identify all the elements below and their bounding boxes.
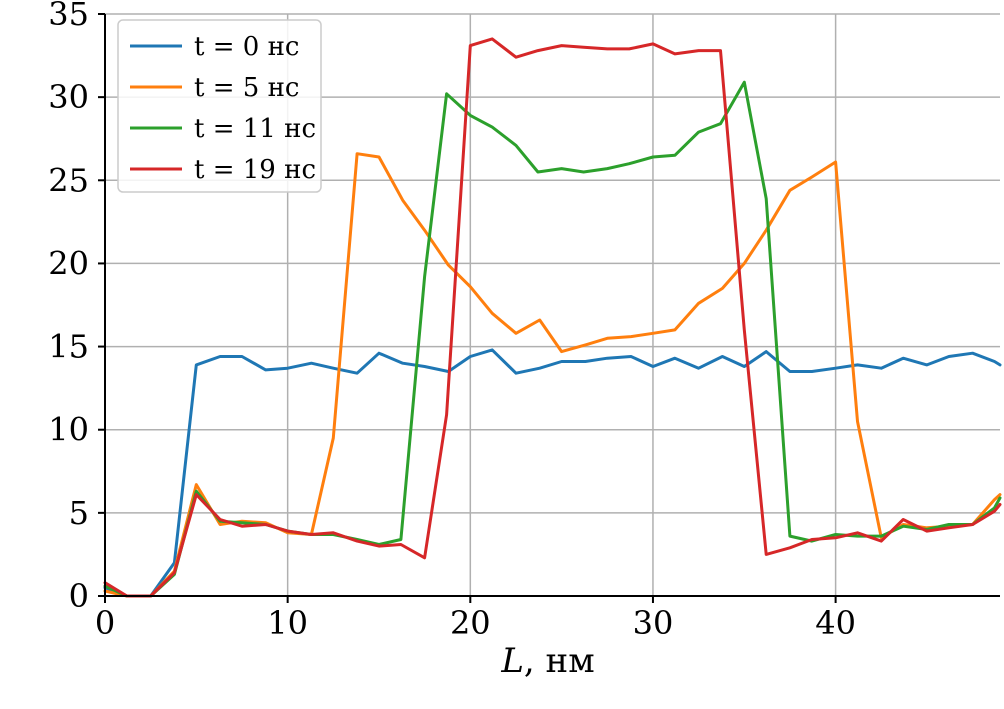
y-tick-label: 0 <box>69 577 89 615</box>
y-tick-label: 30 <box>48 78 89 116</box>
series-line-1 <box>103 152 1002 598</box>
y-tick-label: 35 <box>48 0 89 33</box>
series-lines <box>103 37 1002 598</box>
x-tick-label: 40 <box>815 604 856 642</box>
x-axis-label: L, нм <box>500 641 594 681</box>
legend-label-2: t = 11 нс <box>194 114 316 144</box>
legend: t = 0 нс t = 5 нс t = 11 нс t = 19 нс <box>117 19 322 193</box>
legend-label-3: t = 19 нс <box>194 155 316 185</box>
series-line-3 <box>103 37 1002 598</box>
y-tick-label: 10 <box>48 411 89 449</box>
x-axis-label-unit: , нм <box>524 641 595 681</box>
series-line-0 <box>103 348 1002 598</box>
y-tick-label: 15 <box>48 328 89 366</box>
y-ticks: 0 5 10 15 20 25 30 35 <box>48 0 105 615</box>
axes <box>104 14 1000 597</box>
legend-label-1: t = 5 нс <box>194 73 299 103</box>
x-tick-label: 20 <box>450 604 491 642</box>
legend-label-0: t = 0 нс <box>194 32 299 62</box>
x-tick-label: 0 <box>95 604 115 642</box>
x-tick-label: 10 <box>267 604 308 642</box>
y-tick-label: 20 <box>48 244 89 282</box>
y-tick-label: 25 <box>48 161 89 199</box>
x-ticks: 0 10 20 30 40 <box>95 596 856 642</box>
x-axis-label-var: L <box>500 641 524 681</box>
legend-box <box>117 19 322 193</box>
x-tick-label: 30 <box>633 604 674 642</box>
y-tick-label: 5 <box>69 494 89 532</box>
